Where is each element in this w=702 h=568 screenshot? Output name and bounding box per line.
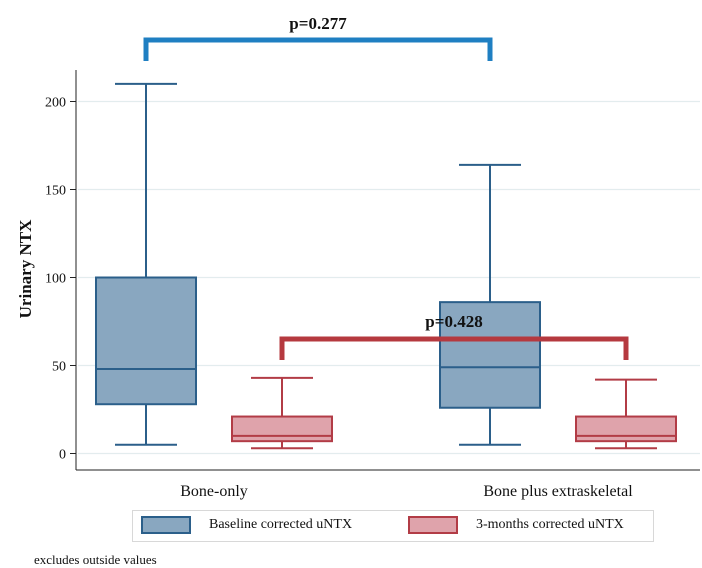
significance-bracket (143, 37, 493, 61)
box (95, 276, 197, 406)
box (575, 415, 677, 443)
legend-swatch-3-months (408, 516, 458, 534)
footnote: excludes outside values (34, 552, 157, 567)
y-axis-label: Urinary NTX (16, 219, 35, 318)
legend-label-3-months: 3-months corrected uNTX (476, 517, 624, 532)
legend-item-3-months: 3-months corrected uNTX (408, 516, 624, 534)
y-tick-label: 200 (45, 96, 66, 111)
p-value-label: p=0.428 (425, 312, 482, 331)
significance-bracket (279, 336, 629, 360)
x-category-label: Bone-only (180, 483, 248, 500)
y-tick-label: 150 (45, 184, 66, 199)
y-tick-label: 0 (59, 448, 66, 463)
box (231, 415, 333, 443)
legend-item-baseline: Baseline corrected uNTX (141, 516, 352, 534)
y-tick-label: 50 (52, 360, 66, 375)
y-tick-label: 100 (45, 272, 66, 287)
p-value-label: p=0.277 (289, 14, 347, 33)
x-category-label: Bone plus extraskeletal (483, 483, 633, 500)
legend-label-baseline: Baseline corrected uNTX (209, 517, 353, 532)
legend-swatch-baseline (141, 516, 191, 534)
legend: Baseline corrected uNTX 3-months correct… (132, 510, 654, 542)
box (439, 301, 541, 409)
